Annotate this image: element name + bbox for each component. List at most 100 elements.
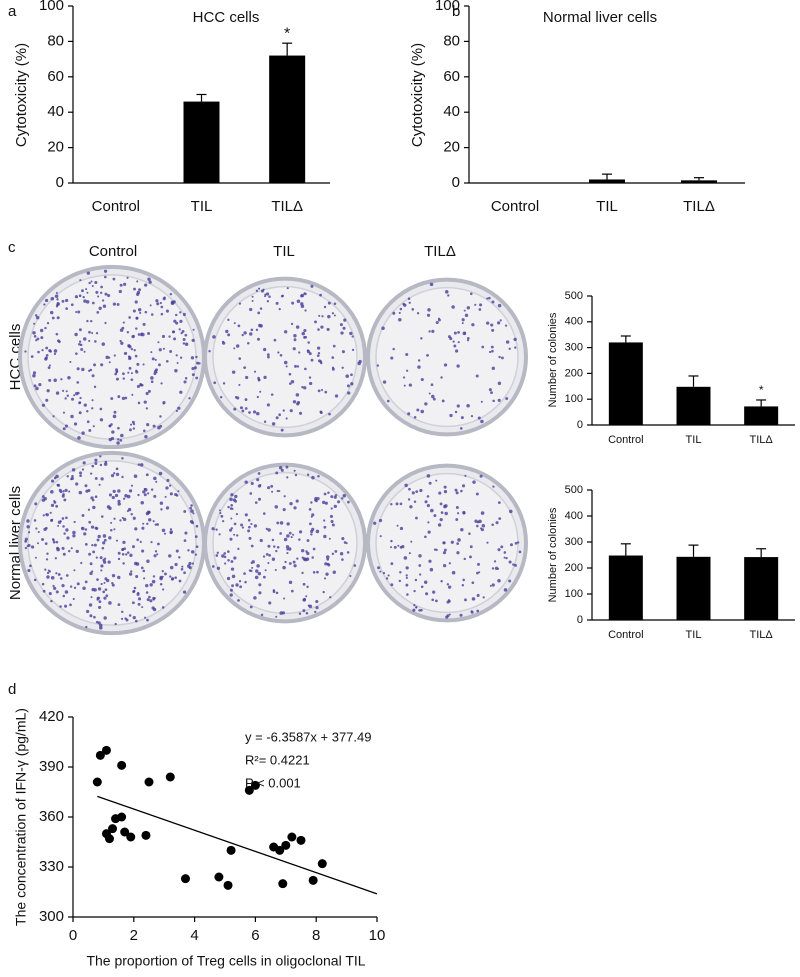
scatter-point	[117, 760, 127, 770]
colony-dot	[461, 583, 465, 587]
colony-dot	[103, 538, 107, 542]
colony-dot	[45, 354, 49, 357]
colony-dot	[323, 525, 327, 529]
colony-dot	[148, 280, 152, 284]
colony-dot	[72, 530, 76, 535]
colony-dot	[94, 458, 98, 462]
plate-column-label: TIL	[273, 243, 295, 260]
colony-dot	[471, 581, 475, 585]
colony-dot	[116, 303, 120, 306]
colony-dot	[463, 557, 466, 561]
y-tick-label: 330	[39, 858, 64, 875]
colony-dot	[58, 488, 62, 492]
colony-dot	[134, 527, 138, 531]
colony-dot	[491, 328, 495, 332]
x-tick-label: TILΔ	[750, 629, 774, 641]
colony-dot	[75, 352, 78, 355]
colony-dot	[479, 303, 483, 307]
colony-dot	[476, 609, 480, 613]
colony-dot	[162, 400, 166, 405]
colony-dot	[188, 566, 192, 570]
colony-dot	[117, 557, 121, 561]
colony-dot	[93, 385, 97, 389]
colony-dot	[191, 367, 195, 371]
colony-dot	[376, 364, 380, 367]
colony-dot	[289, 382, 292, 385]
colony-dot	[300, 548, 305, 553]
colony-dot	[139, 463, 144, 467]
colony-dot	[254, 501, 258, 504]
y-tick-label: 390	[39, 758, 64, 775]
colony-dot	[296, 365, 300, 368]
panel-label: a	[8, 3, 17, 20]
colony-dot	[341, 350, 345, 354]
colony-dot	[110, 473, 115, 478]
colony-dot	[103, 581, 106, 584]
colony-dot	[285, 417, 288, 420]
colony-dot	[215, 528, 218, 531]
colony-dot	[480, 400, 483, 403]
colony-dot	[430, 508, 434, 513]
colony-dot	[149, 304, 152, 307]
plate-inner	[27, 460, 197, 626]
colony-dot	[109, 529, 113, 532]
colony-dot	[136, 290, 141, 295]
colony-dot	[324, 562, 328, 566]
colony-dot	[191, 562, 195, 565]
colony-dot	[115, 467, 119, 471]
colony-dot	[84, 542, 88, 546]
colony-dot	[346, 551, 350, 554]
colony-dot	[233, 522, 237, 526]
colony-dot	[91, 399, 94, 402]
colony-dot	[382, 380, 387, 384]
colony-dot	[446, 583, 450, 586]
colony-dot	[315, 606, 319, 610]
colony-dot	[78, 411, 82, 415]
colony-dot	[238, 383, 241, 386]
colony-dot	[407, 498, 411, 501]
colony-dot	[492, 399, 495, 403]
colony-dot	[316, 354, 320, 358]
colony-dot	[301, 386, 304, 389]
colony-dot	[103, 560, 107, 564]
colony-dot	[41, 582, 45, 586]
colony-dot	[184, 342, 189, 347]
colony-dot	[119, 438, 123, 442]
colony-dot	[235, 583, 239, 587]
colony-dot	[50, 479, 55, 483]
colony-dot	[505, 397, 509, 401]
colony-dot	[52, 415, 55, 418]
colony-dot	[332, 570, 336, 574]
colony-dot	[173, 319, 177, 323]
colony-dot	[420, 608, 423, 612]
colony-dot	[406, 593, 409, 596]
colony-dot	[386, 399, 390, 403]
colony-dot	[30, 545, 35, 549]
colony-dot	[56, 546, 60, 550]
colony-dot	[272, 589, 276, 592]
colony-dot	[103, 462, 108, 466]
colony-plate	[18, 264, 206, 450]
colony-dot	[466, 339, 470, 342]
colony-dot	[66, 536, 70, 540]
y-tick-label: 80	[443, 32, 460, 49]
colony-dot	[466, 403, 470, 408]
colony-dot	[213, 381, 217, 385]
colony-dot	[75, 310, 78, 314]
colony-dot	[120, 433, 124, 438]
colony-dot	[331, 552, 335, 556]
colony-dot	[282, 565, 286, 570]
colony-dot	[264, 569, 267, 572]
colony-dot	[427, 521, 430, 524]
colony-dot	[303, 328, 307, 333]
colony-dot	[108, 356, 111, 359]
colony-dot	[435, 599, 438, 603]
colony-dot	[54, 294, 59, 298]
colony-dot	[43, 527, 47, 531]
colony-dot	[302, 598, 306, 602]
colony-dot	[173, 337, 177, 341]
scatter-point	[104, 834, 114, 844]
colony-dot	[123, 282, 127, 286]
colony-dot	[294, 473, 298, 477]
colony-dot	[427, 308, 431, 312]
